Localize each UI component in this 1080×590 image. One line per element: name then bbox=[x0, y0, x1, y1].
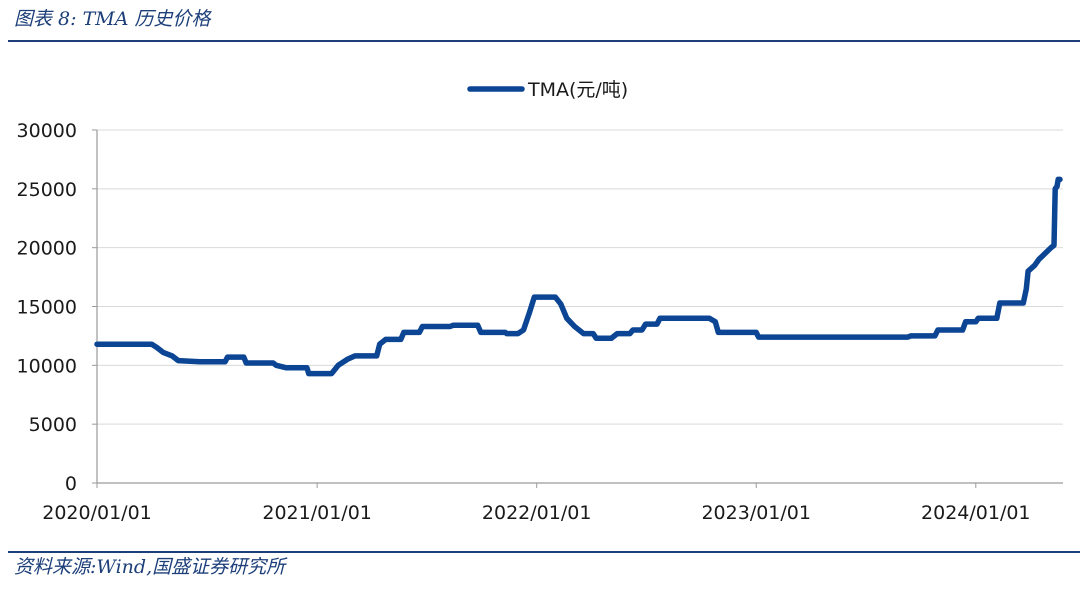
y-tick-label: 5000 bbox=[29, 414, 77, 436]
tma-price-chart: 0 5000 10000 15000 20000 25000 30000 2020/01/0… bbox=[17, 79, 1063, 524]
y-tick-label: 25000 bbox=[17, 179, 77, 201]
caption-rule bbox=[8, 40, 1080, 42]
y-tick-label: 30000 bbox=[17, 120, 77, 142]
x-tick-label: 2022/01/01 bbox=[482, 502, 592, 524]
x-tick-label: 2021/01/01 bbox=[262, 502, 372, 524]
source-note: 资料来源:Wind,国盛证券研究所 bbox=[14, 556, 286, 578]
y-tick-label: 15000 bbox=[17, 297, 77, 319]
figure-caption: 图表 8: TMA 历史价格 bbox=[14, 8, 211, 30]
y-tick-label: 20000 bbox=[17, 238, 77, 260]
source-rule bbox=[8, 551, 1080, 553]
x-tick-label: 2024/01/01 bbox=[921, 502, 1031, 524]
tma-price-line bbox=[94, 176, 1063, 377]
y-axis-ticks: 0 5000 10000 15000 20000 25000 30000 bbox=[17, 120, 77, 495]
x-tick-label: 2020/01/01 bbox=[42, 502, 152, 524]
grid-lines bbox=[97, 129, 1063, 425]
axes bbox=[92, 129, 1063, 488]
y-tick-label: 0 bbox=[65, 473, 77, 495]
x-tick-label: 2023/01/01 bbox=[701, 502, 811, 524]
series-layer bbox=[94, 176, 1063, 377]
legend-label: TMA(元/吨) bbox=[527, 79, 628, 101]
x-axis-ticks: 2020/01/01 2021/01/01 2022/01/01 2023/01/01… bbox=[42, 502, 1030, 524]
legend: TMA(元/吨) bbox=[467, 79, 628, 101]
y-tick-label: 10000 bbox=[17, 355, 77, 377]
